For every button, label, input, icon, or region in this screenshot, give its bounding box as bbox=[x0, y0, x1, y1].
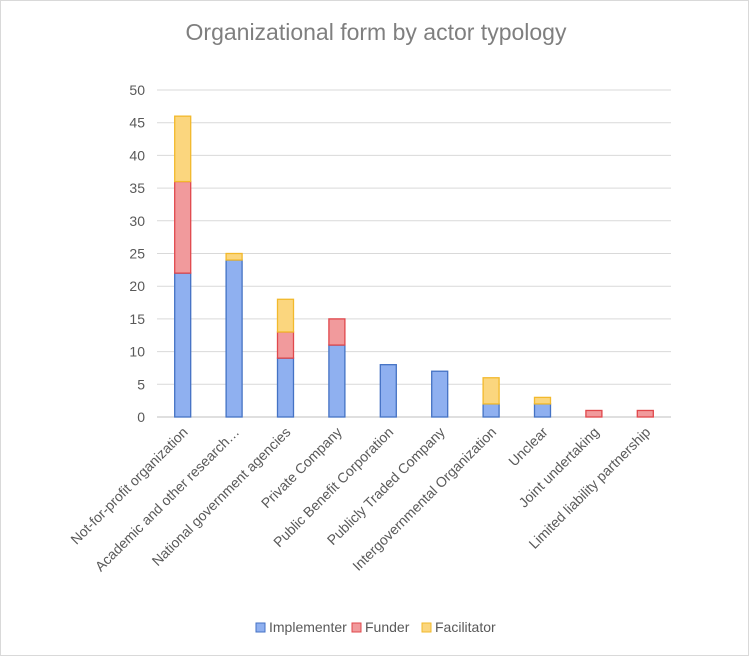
bar-segment-implementer bbox=[533, 403, 552, 418]
y-tick-label: 5 bbox=[137, 376, 145, 392]
y-tick-label: 0 bbox=[137, 409, 145, 425]
legend-label-facilitator: Facilitator bbox=[435, 619, 496, 635]
bar-segment-funder bbox=[636, 409, 654, 418]
bar-segment-implementer bbox=[174, 272, 192, 418]
y-tick-label: 15 bbox=[129, 311, 145, 327]
bar-segment-funder bbox=[328, 318, 346, 346]
bars bbox=[174, 115, 654, 418]
legend-swatch-implementer bbox=[255, 622, 266, 633]
y-axis-ticks: 0 5 10 15 20 25 30 35 40 45 50 bbox=[129, 82, 145, 425]
legend-swatch-facilitator bbox=[421, 622, 432, 633]
y-tick-label: 20 bbox=[129, 278, 145, 294]
bar-segment-facilitator bbox=[276, 298, 295, 333]
bar-segment-facilitator bbox=[533, 396, 552, 405]
y-tick-label: 45 bbox=[129, 115, 145, 131]
y-tick-label: 10 bbox=[129, 344, 145, 360]
chart-title: Organizational form by actor typology bbox=[186, 19, 567, 45]
bar-segment-implementer bbox=[379, 364, 397, 418]
legend-label-implementer: Implementer bbox=[269, 619, 347, 635]
bar-segment-implementer bbox=[482, 403, 500, 418]
y-tick-label: 35 bbox=[129, 180, 145, 196]
legend-swatch-funder bbox=[351, 622, 362, 633]
x-category-label: Unclear bbox=[505, 424, 551, 470]
y-tick-label: 50 bbox=[129, 82, 145, 98]
bar-segment-funder bbox=[174, 180, 192, 274]
bar-segment-implementer bbox=[276, 357, 295, 418]
legend: Implementer Funder Facilitator bbox=[255, 619, 496, 635]
bar-segment-implementer bbox=[431, 370, 449, 418]
bar-segment-funder bbox=[585, 409, 603, 418]
legend-label-funder: Funder bbox=[365, 619, 410, 635]
bar-segment-facilitator bbox=[482, 377, 500, 405]
y-tick-label: 40 bbox=[129, 147, 145, 163]
bar-segment-implementer bbox=[328, 344, 346, 418]
bar-segment-facilitator bbox=[225, 252, 243, 261]
bar-segment-facilitator bbox=[174, 115, 192, 183]
bar-segment-implementer bbox=[225, 259, 243, 418]
y-tick-label: 30 bbox=[129, 213, 145, 229]
bar-segment-funder bbox=[276, 331, 295, 359]
y-tick-label: 25 bbox=[129, 246, 145, 262]
